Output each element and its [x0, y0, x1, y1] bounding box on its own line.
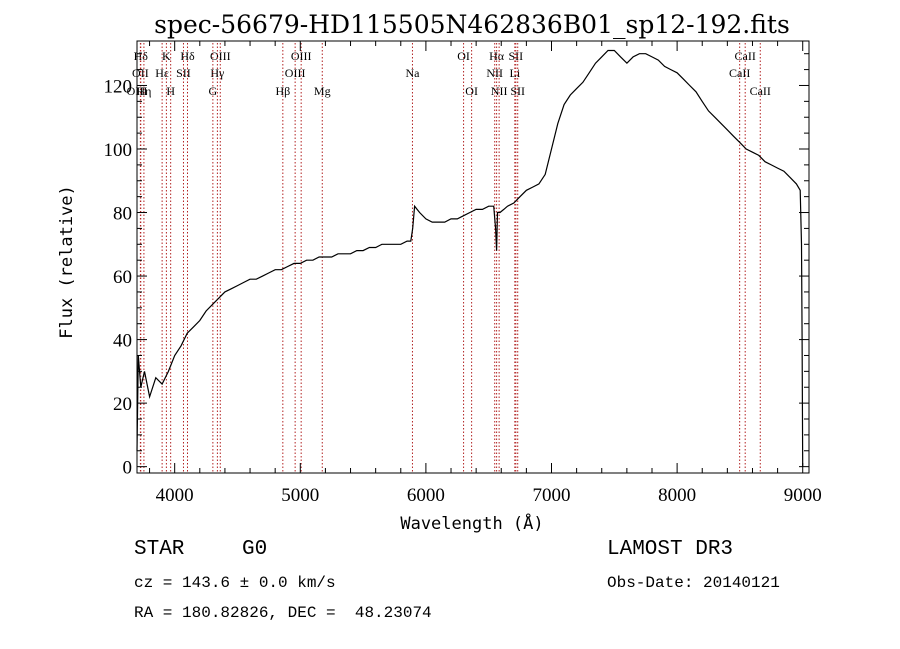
- spectral-line-label: NII: [491, 84, 508, 98]
- spectral-line-label: CaII: [735, 49, 756, 63]
- x-tick-label: 9000: [784, 485, 822, 506]
- x-tick-label: 7000: [533, 485, 571, 506]
- spectral-line-label: SII: [510, 84, 525, 98]
- y-tick-label: 60: [113, 267, 132, 288]
- spectral-line-label: SII: [508, 49, 523, 63]
- spectral-line-label: Hδ: [180, 49, 195, 63]
- spectral-line-label: OI: [465, 84, 478, 98]
- y-tick-label: 120: [104, 76, 133, 97]
- y-tick-label: 0: [123, 458, 133, 479]
- spectral-line-label: NII: [486, 66, 503, 80]
- spectral-line-label: Hε: [155, 66, 169, 80]
- spectral-line-label: Hα: [489, 49, 505, 63]
- spectral-line-label: Hδ: [134, 49, 149, 63]
- chart-title: spec-56679-HD115505N462836B01_sp12-192.f…: [154, 10, 790, 39]
- spectral-line-label: Na: [405, 66, 420, 80]
- spectral-line-label: CaII: [729, 66, 750, 80]
- x-tick-label: 8000: [658, 485, 696, 506]
- spectral-line-label: OIII: [285, 66, 306, 80]
- x-tick-label: 5000: [281, 485, 319, 506]
- spectral-line-label: OIII: [291, 49, 312, 63]
- y-axis-label: Flux (relative): [57, 185, 77, 339]
- spectral-line-label: G: [209, 84, 218, 98]
- redshift-cz: cz = 143.6 ± 0.0 km/s: [134, 574, 336, 592]
- x-axis-label: Wavelength (Å): [400, 512, 543, 534]
- x-tick-label: 4000: [156, 485, 194, 506]
- spectral-line-label: Li: [509, 66, 520, 80]
- survey-name: LAMOST DR3: [607, 538, 734, 561]
- spectral-line-label: K: [162, 49, 171, 63]
- spectral-line-label: CaII: [750, 84, 771, 98]
- y-tick-label: 20: [113, 394, 132, 415]
- spectral-line-label: H: [166, 84, 175, 98]
- plot-frame: [136, 40, 810, 474]
- y-tick-label: 100: [104, 140, 133, 161]
- spectral-line-label: OII: [132, 66, 149, 80]
- spectral-line-label: OIII: [210, 49, 231, 63]
- flux-series-line: [136, 49, 804, 467]
- spectral-line-label: Mg: [314, 84, 331, 98]
- spectral-line-label: OI: [457, 49, 470, 63]
- spectral-line-label: Hη: [136, 84, 151, 98]
- spectral-line-label: Hγ: [210, 66, 225, 80]
- y-tick-label: 40: [113, 331, 132, 352]
- axis-ticks: [137, 41, 809, 473]
- y-tick-label: 80: [113, 204, 132, 225]
- spectral-line-label: SII: [176, 66, 191, 80]
- coordinates: RA = 180.82826, DEC = 48.23074: [134, 604, 432, 622]
- x-tick-label: 6000: [407, 485, 445, 506]
- object-type: STAR: [134, 538, 185, 561]
- observation-date: Obs-Date: 20140121: [607, 574, 780, 592]
- object-subclass: G0: [242, 538, 268, 561]
- tick-labels: 4000 5000 6000 7000 8000 9000 0 20 40 60 80 100 120: [104, 76, 822, 506]
- spectral-line-label: Hβ: [275, 84, 290, 98]
